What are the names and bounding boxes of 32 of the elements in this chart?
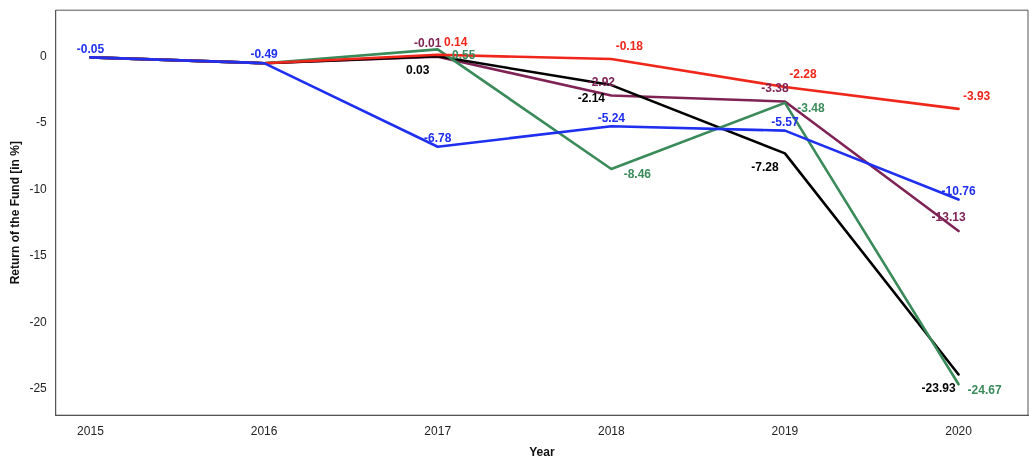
data-label: -10.76 bbox=[941, 183, 976, 198]
x-tick-label: 2020 bbox=[945, 423, 973, 438]
x-tick-label: 2016 bbox=[250, 423, 278, 438]
x-axis-title: Year bbox=[529, 445, 555, 460]
x-tick-label: 2015 bbox=[77, 423, 105, 438]
data-label: -2.14 bbox=[577, 91, 606, 106]
y-tick-label: -10 bbox=[29, 181, 48, 196]
y-tick-label: 0 bbox=[40, 48, 48, 63]
data-label: -5.57 bbox=[771, 114, 799, 129]
data-label: 0.03 bbox=[406, 62, 430, 77]
data-label: -3.48 bbox=[797, 101, 825, 116]
data-label: -6.78 bbox=[424, 131, 452, 146]
data-label: -2.28 bbox=[789, 67, 817, 82]
data-label: -5.24 bbox=[597, 110, 626, 125]
data-label: -3.93 bbox=[962, 89, 991, 104]
data-label: -23.93 bbox=[921, 380, 956, 395]
x-tick-label: 2018 bbox=[597, 423, 625, 438]
x-tick-label: 2017 bbox=[424, 423, 452, 438]
y-tick-label: -15 bbox=[29, 248, 48, 263]
data-label: -0.01 bbox=[414, 36, 442, 51]
data-label: -24.67 bbox=[967, 382, 1002, 397]
y-tick-label: -5 bbox=[36, 115, 48, 130]
data-label: -7.28 bbox=[751, 159, 779, 174]
y-axis-title: Return of the Fund [in %] bbox=[7, 141, 22, 285]
x-tick-label: 2019 bbox=[771, 423, 799, 438]
data-label: -8.46 bbox=[623, 167, 652, 182]
data-label: -0.49 bbox=[250, 47, 279, 62]
y-tick-label: -20 bbox=[29, 314, 48, 329]
data-label: -0.05 bbox=[76, 41, 105, 56]
y-tick-label: -25 bbox=[29, 380, 48, 395]
data-label: -0.18 bbox=[615, 39, 644, 54]
data-label: 0.14 bbox=[444, 35, 468, 50]
